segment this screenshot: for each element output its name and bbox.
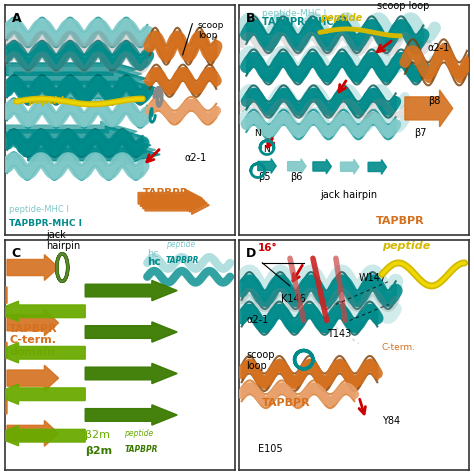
Text: α2-1: α2-1 xyxy=(428,43,450,53)
Text: A: A xyxy=(12,12,21,25)
Text: peptide-MHC I: peptide-MHC I xyxy=(9,205,69,214)
FancyArrow shape xyxy=(23,140,155,160)
Text: peptide: peptide xyxy=(382,241,430,251)
Text: β5: β5 xyxy=(258,172,270,182)
Text: 16°: 16° xyxy=(258,243,277,253)
Text: B: B xyxy=(246,12,256,25)
FancyArrow shape xyxy=(27,144,160,165)
Text: scoop
loop: scoop loop xyxy=(246,350,275,371)
Text: K146: K146 xyxy=(281,294,306,304)
FancyArrow shape xyxy=(18,73,151,93)
Text: jack hairpin: jack hairpin xyxy=(320,190,377,200)
FancyArrow shape xyxy=(9,64,142,84)
FancyArrow shape xyxy=(18,135,151,155)
FancyArrow shape xyxy=(0,338,7,363)
FancyArrow shape xyxy=(7,310,58,336)
Text: N: N xyxy=(255,129,261,138)
FancyArrow shape xyxy=(0,393,7,418)
FancyArrow shape xyxy=(0,282,7,308)
FancyArrow shape xyxy=(5,59,137,79)
FancyArrow shape xyxy=(0,342,85,363)
Text: peptide: peptide xyxy=(27,96,70,106)
Text: TAPBPR: TAPBPR xyxy=(376,216,425,226)
FancyArrow shape xyxy=(143,194,207,212)
Text: C: C xyxy=(12,247,21,260)
Text: β2m: β2m xyxy=(85,430,110,440)
FancyArrow shape xyxy=(7,365,58,391)
Text: TAPBPR: TAPBPR xyxy=(124,445,158,454)
Text: TAPBPR: TAPBPR xyxy=(262,398,311,408)
FancyArrow shape xyxy=(368,160,386,174)
FancyArrow shape xyxy=(85,280,177,301)
Text: scoop
loop: scoop loop xyxy=(198,21,224,39)
FancyArrow shape xyxy=(313,159,331,174)
Text: hc: hc xyxy=(147,249,159,259)
FancyArrow shape xyxy=(145,196,210,214)
Text: TAPBPR-MHC I: TAPBPR-MHC I xyxy=(262,18,341,28)
Text: C-term.: C-term. xyxy=(382,343,416,352)
Text: T143: T143 xyxy=(327,329,351,339)
Text: TAPBPR
C-term.
domain: TAPBPR C-term. domain xyxy=(9,324,58,357)
FancyArrow shape xyxy=(405,90,453,127)
Text: α2-1: α2-1 xyxy=(184,153,206,163)
Text: β6: β6 xyxy=(290,172,302,182)
FancyArrow shape xyxy=(0,301,85,322)
Text: TAPBPR: TAPBPR xyxy=(165,256,199,265)
FancyArrow shape xyxy=(138,189,202,208)
Text: peptide: peptide xyxy=(124,429,154,438)
Text: peptide: peptide xyxy=(320,13,362,23)
Text: D: D xyxy=(246,247,256,260)
FancyArrow shape xyxy=(0,426,85,446)
FancyArrow shape xyxy=(340,159,359,174)
Text: β8: β8 xyxy=(428,96,440,106)
Text: TAPBPR-MHC I: TAPBPR-MHC I xyxy=(9,219,82,228)
FancyArrow shape xyxy=(9,126,142,146)
FancyArrow shape xyxy=(23,77,155,98)
Text: peptide-MHC I: peptide-MHC I xyxy=(262,10,327,19)
FancyArrow shape xyxy=(5,121,137,142)
Text: peptide: peptide xyxy=(165,240,195,249)
Text: β2m: β2m xyxy=(85,446,112,456)
FancyArrow shape xyxy=(0,384,85,404)
Text: jack
hairpin: jack hairpin xyxy=(46,230,81,251)
FancyArrow shape xyxy=(7,420,58,446)
Text: hc: hc xyxy=(147,257,161,267)
FancyArrow shape xyxy=(85,322,177,342)
Text: W147: W147 xyxy=(359,273,387,284)
FancyArrow shape xyxy=(85,363,177,384)
Text: E105: E105 xyxy=(258,444,283,454)
FancyArrow shape xyxy=(14,68,146,89)
Text: β7: β7 xyxy=(414,128,427,138)
FancyArrow shape xyxy=(288,159,306,174)
Text: N: N xyxy=(264,145,270,154)
Text: scoop loop: scoop loop xyxy=(377,1,429,11)
FancyArrow shape xyxy=(140,191,205,210)
Text: TAPBPR: TAPBPR xyxy=(143,188,189,198)
FancyArrow shape xyxy=(14,131,146,151)
Text: Y84: Y84 xyxy=(382,416,400,426)
FancyArrow shape xyxy=(27,82,160,103)
FancyArrow shape xyxy=(7,255,58,280)
Text: α2-1: α2-1 xyxy=(246,315,268,325)
FancyArrow shape xyxy=(258,159,276,173)
FancyArrow shape xyxy=(85,405,177,425)
